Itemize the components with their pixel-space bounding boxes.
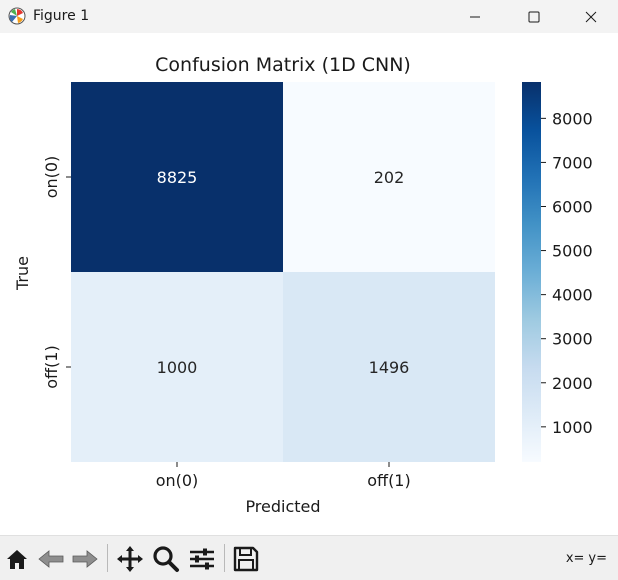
cell-annotation: 8825 (157, 168, 198, 187)
maximize-button[interactable] (505, 0, 563, 33)
close-icon (585, 11, 597, 22)
cell-annotation: 1496 (369, 358, 410, 377)
colorbar-tick-label: 8000 (552, 109, 593, 128)
x-axis-label: Predicted (245, 497, 320, 516)
heatmap-cell (283, 82, 495, 272)
back-button[interactable] (37, 545, 65, 573)
home-button[interactable] (3, 545, 31, 573)
zoom-button[interactable] (152, 545, 180, 573)
colorbar-tick-label: 2000 (552, 374, 593, 393)
colorbar-gradient (522, 82, 541, 462)
cell-annotation: 1000 (157, 358, 198, 377)
back-arrow-icon (38, 550, 64, 568)
colorbar-tick-label: 6000 (552, 197, 593, 216)
minimize-button[interactable] (446, 0, 504, 33)
configure-subplots-button[interactable] (188, 545, 216, 573)
home-icon (7, 550, 27, 569)
minimize-icon (470, 16, 480, 17)
coords-x-label: x= (565, 551, 585, 566)
heatmap-cell (283, 272, 495, 462)
save-button[interactable] (232, 545, 260, 573)
maximize-icon (528, 11, 540, 22)
y-axis-label: True (13, 256, 32, 291)
colorbar: 1000 2000 3000 4000 5000 6000 7000 8000 (522, 82, 593, 462)
sliders-icon (190, 548, 214, 570)
forward-button[interactable] (71, 545, 99, 573)
navigation-toolbar: x= y= (0, 535, 618, 580)
toolbar-separator (224, 544, 225, 572)
colorbar-tick-label: 5000 (552, 242, 593, 261)
heatmap-cell (71, 82, 283, 272)
forward-arrow-icon (72, 550, 98, 568)
figure-canvas[interactable]: Confusion Matrix (1D CNN) Predicted True… (0, 33, 618, 535)
colorbar-tick-label: 4000 (552, 286, 593, 305)
colorbar-tick-label: 3000 (552, 330, 593, 349)
heatmap-cell (71, 272, 283, 462)
move-icon (117, 546, 143, 572)
toolbar-separator (107, 544, 108, 572)
close-button[interactable] (562, 0, 618, 33)
y-tick-label: off(1) (42, 345, 61, 388)
coords-y-label: y= (588, 551, 607, 566)
confusion-matrix-heatmap: Confusion Matrix (1D CNN) Predicted True… (13, 54, 593, 516)
window-titlebar: Figure 1 (0, 0, 618, 34)
chart-title: Confusion Matrix (1D CNN) (155, 54, 411, 76)
matplotlib-icon (8, 7, 26, 25)
colorbar-tick-label: 1000 (552, 418, 593, 437)
cursor-coordinates: x= y= (562, 551, 607, 566)
x-tick-label: on(0) (156, 471, 199, 490)
heatmap-cells: 8825 202 1000 1496 (71, 82, 495, 462)
colorbar-tick-label: 7000 (552, 153, 593, 172)
floppy-disk-icon (233, 546, 259, 572)
magnifier-icon (153, 546, 179, 572)
y-tick-label: on(0) (42, 156, 61, 199)
axis-ticks: on(0) off(1) on(0) off(1) (42, 156, 411, 490)
window-title: Figure 1 (33, 8, 90, 24)
cell-annotation: 202 (374, 168, 405, 187)
x-tick-label: off(1) (367, 471, 410, 490)
pan-button[interactable] (116, 545, 144, 573)
